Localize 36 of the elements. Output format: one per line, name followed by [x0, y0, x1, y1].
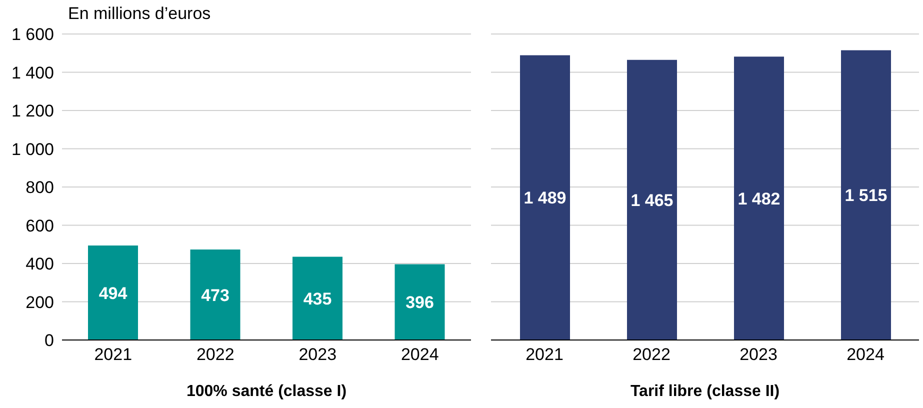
- bar: [627, 60, 677, 340]
- x-axis-title: Tarif libre (classe II): [630, 383, 780, 400]
- data-label: 1 482: [738, 189, 780, 208]
- bar: [734, 56, 784, 340]
- data-label: 435: [303, 289, 332, 308]
- y-tick-label: 1 200: [11, 102, 54, 121]
- bar: [520, 55, 570, 340]
- y-tick-label: 1 600: [11, 25, 54, 44]
- x-tick-label: 2023: [740, 345, 778, 364]
- y-tick-label: 400: [26, 254, 54, 274]
- y-tick-label: 1 000: [11, 140, 54, 159]
- y-tick-label: 600: [26, 216, 54, 236]
- data-label: 1 489: [524, 188, 566, 208]
- x-tick-label: 2021: [94, 345, 132, 364]
- y-tick-label: 200: [26, 292, 54, 312]
- data-label: 473: [201, 286, 230, 305]
- bar: [841, 50, 891, 340]
- y-tick-label: 0: [44, 331, 54, 350]
- y-tick-label: 800: [26, 178, 54, 198]
- bar: [190, 250, 240, 340]
- y-axis-title: En millions d’euros: [68, 4, 211, 24]
- x-tick-label: 2022: [632, 345, 670, 364]
- x-tick-label: 2022: [196, 345, 234, 364]
- x-tick-label: 2024: [400, 345, 439, 364]
- data-label: 1 515: [844, 186, 888, 206]
- bar: [88, 246, 138, 340]
- bar: [394, 264, 445, 340]
- y-tick-label: 1 400: [11, 63, 54, 82]
- x-tick-label: 2024: [846, 345, 884, 364]
- data-label: 396: [406, 293, 434, 312]
- x-tick-label: 2021: [526, 345, 564, 364]
- bar: [292, 256, 342, 340]
- data-label: 1 465: [630, 190, 674, 210]
- data-label: 494: [98, 284, 128, 303]
- x-tick-label: 2023: [298, 345, 337, 364]
- x-axis-title: 100% santé (classe I): [186, 383, 347, 400]
